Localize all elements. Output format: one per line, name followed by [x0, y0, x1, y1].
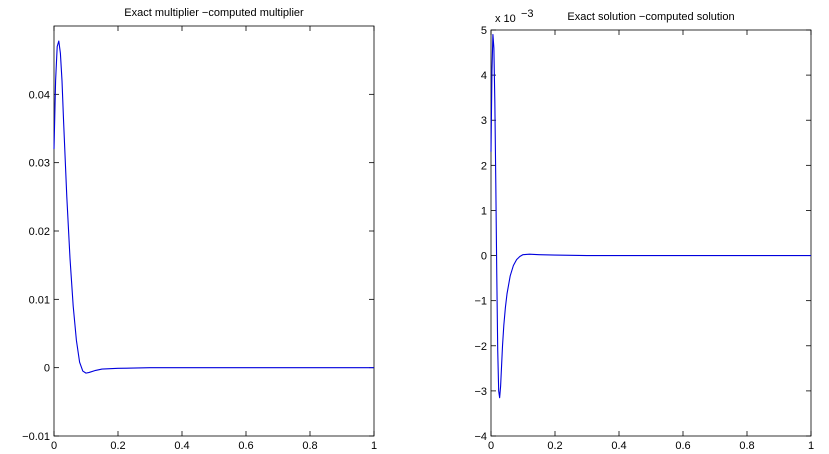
x-tick-label: 0.4: [174, 440, 189, 452]
y-tick-label: −0.01: [22, 431, 50, 443]
series-line: [490, 33, 811, 399]
y-tick-label: 3: [481, 115, 487, 127]
x-tick-label: 0.2: [110, 440, 125, 452]
y-tick-label: −3: [474, 386, 487, 398]
y-tick-label: 2: [481, 160, 487, 172]
y-tick-label: 0: [44, 363, 50, 375]
y-tick-label: 1: [481, 205, 487, 217]
y-tick-label: 0.03: [29, 158, 50, 170]
x-tick-label: 0.2: [547, 440, 562, 452]
right-chart-panel: 0 0.2 0.4 0.6 0.8 1 −4 −3 −2 −1 0 1 2 3 4 5 x 10 −3 Exact …: [474, 8, 814, 452]
y-tick-label: 0.02: [29, 226, 50, 238]
y-tick-label: −2: [474, 341, 487, 353]
plot-frame: [490, 29, 812, 437]
plot-frame: [53, 25, 375, 437]
x-tick-label: 0: [51, 440, 57, 452]
chart-title: Exact solution −computed solution: [567, 11, 734, 23]
y-tick-label: 4: [481, 70, 487, 82]
y-exponent-label: x 10: [495, 13, 516, 25]
y-tick-label: 0.01: [29, 294, 50, 306]
x-tick-label: 0.6: [675, 440, 690, 452]
y-tick-label: −1: [474, 296, 487, 308]
x-tick-label: 1: [808, 440, 814, 452]
chart-title: Exact multiplier −computed multiplier: [124, 7, 304, 19]
x-tick-label: 0.8: [739, 440, 754, 452]
y-tick-label: 0: [481, 251, 487, 263]
y-tick-label: −4: [474, 431, 487, 443]
x-tick-label: 1: [371, 440, 377, 452]
series-line: [53, 40, 374, 374]
y-tick-label: 5: [481, 25, 487, 37]
x-tick-label: 0: [488, 440, 494, 452]
x-tick-label: 0.4: [611, 440, 626, 452]
left-chart-panel: 0 0.2 0.4 0.6 0.8 1−0.0100.010.020.030.04Exac…: [22, 7, 377, 452]
y-exponent-power: −3: [521, 8, 534, 20]
y-tick-label: 0.04: [29, 89, 50, 101]
x-tick-label: 0.6: [238, 440, 253, 452]
x-tick-label: 0.8: [302, 440, 317, 452]
